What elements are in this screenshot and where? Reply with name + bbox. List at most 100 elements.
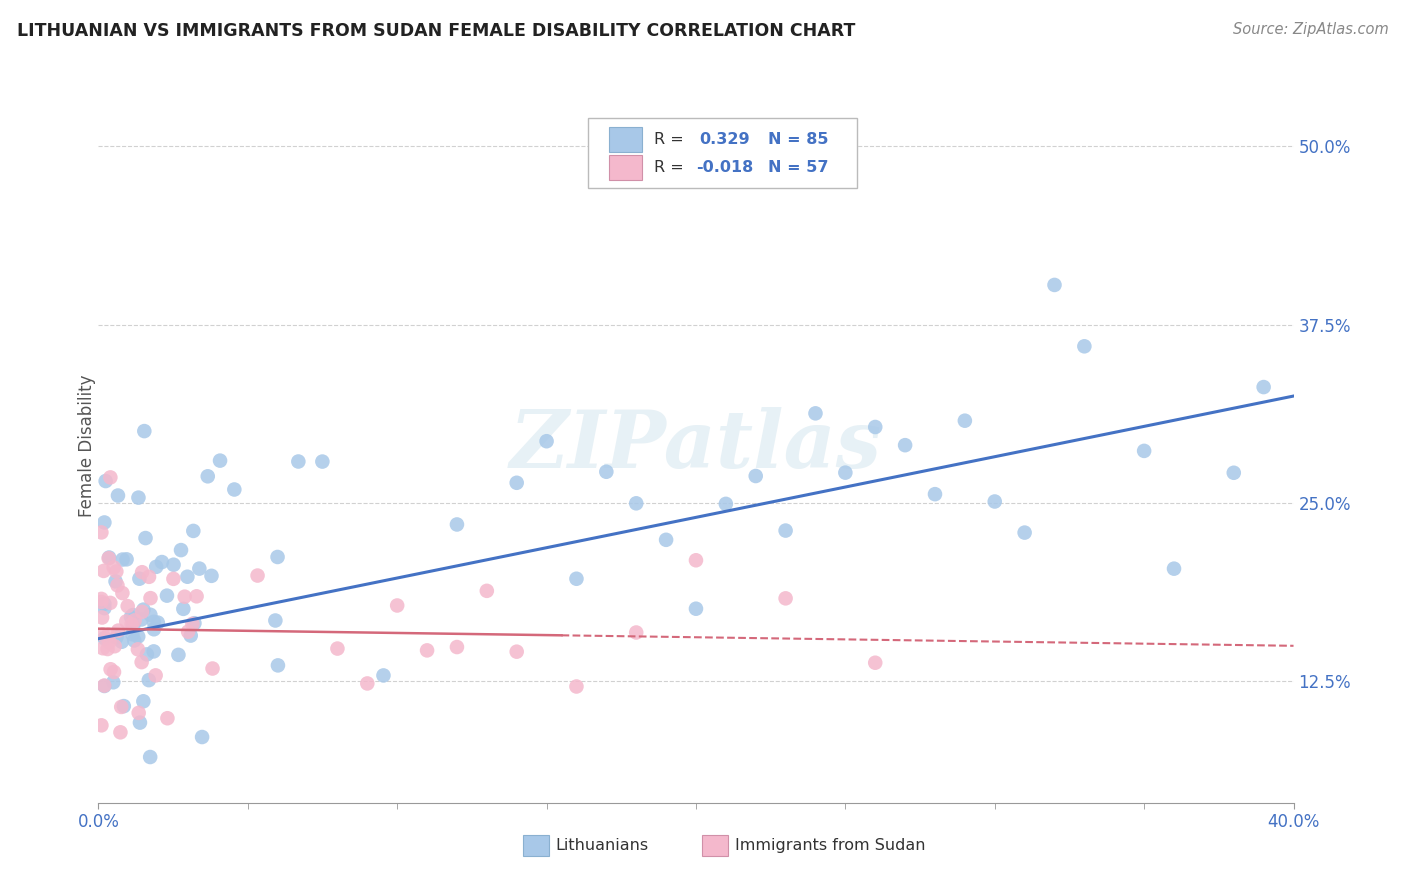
Point (132, 602, 155, 616)
Point (1133, 443, 1156, 458)
Point (209, 453, 232, 467)
Point (93, 601, 115, 615)
Point (536, 434, 558, 449)
Point (655, 533, 678, 547)
Point (173, 590, 195, 604)
Point (685, 601, 707, 615)
Point (595, 465, 617, 479)
Point (142, 615, 165, 629)
Point (506, 645, 529, 659)
Point (188, 561, 211, 575)
Point (122, 608, 145, 623)
Point (865, 656, 887, 670)
Point (105, 631, 128, 645)
Point (94, 474, 117, 488)
Point (91, 610, 114, 624)
Point (127, 630, 149, 644)
Point (93, 516, 115, 530)
Point (146, 615, 169, 630)
Point (122, 633, 145, 648)
Point (1163, 562, 1185, 576)
Point (894, 438, 917, 452)
Point (181, 524, 204, 538)
Point (142, 622, 165, 636)
Text: LITHUANIAN VS IMMIGRANTS FROM SUDAN FEMALE DISABILITY CORRELATION CHART: LITHUANIAN VS IMMIGRANTS FROM SUDAN FEMA… (17, 22, 855, 40)
Text: N = 85: N = 85 (768, 132, 828, 146)
Point (90, 591, 112, 606)
Point (142, 644, 165, 658)
Point (91, 641, 114, 656)
Point (714, 497, 737, 511)
Point (162, 572, 184, 586)
Point (1253, 380, 1275, 394)
Point (745, 469, 768, 483)
Point (373, 668, 395, 682)
Point (775, 591, 797, 606)
Point (107, 489, 129, 503)
Point (105, 565, 128, 579)
Bar (609, 155, 643, 180)
Point (197, 469, 219, 483)
Point (135, 648, 157, 662)
Point (131, 612, 153, 626)
Point (93, 564, 115, 578)
Point (97, 628, 120, 642)
Point (834, 466, 856, 480)
Point (128, 706, 150, 720)
Point (90, 595, 112, 609)
Point (93, 632, 115, 646)
Point (121, 627, 143, 641)
Point (804, 406, 827, 420)
Point (1014, 525, 1036, 540)
Point (775, 524, 797, 538)
Point (97, 551, 120, 566)
Point (115, 552, 138, 566)
Point (111, 552, 134, 566)
Text: ZIPatlas: ZIPatlas (510, 408, 882, 484)
Point (121, 617, 143, 632)
Point (98, 596, 121, 610)
Point (170, 543, 193, 558)
Point (98, 470, 122, 484)
Point (183, 616, 205, 631)
Point (139, 607, 162, 622)
Point (626, 625, 648, 640)
Point (132, 694, 155, 708)
Point (117, 599, 139, 614)
Point (93, 679, 115, 693)
Point (107, 578, 129, 592)
Point (475, 583, 498, 598)
Point (924, 487, 946, 501)
Point (93, 679, 115, 693)
Point (953, 414, 976, 428)
Text: N = 57: N = 57 (768, 161, 828, 175)
Bar (609, 127, 643, 152)
Point (100, 662, 122, 676)
Point (128, 572, 150, 586)
Point (191, 730, 214, 744)
Point (90, 525, 112, 540)
Point (446, 517, 468, 532)
Text: Immigrants from Sudan: Immigrants from Sudan (735, 838, 927, 853)
Point (224, 483, 246, 497)
FancyBboxPatch shape (589, 118, 858, 187)
Point (112, 699, 135, 714)
Point (131, 655, 153, 669)
Point (180, 629, 202, 643)
Text: -0.018: -0.018 (696, 161, 754, 175)
Point (115, 615, 138, 629)
Point (134, 424, 156, 438)
Text: Lithuanians: Lithuanians (555, 838, 648, 853)
Point (107, 624, 129, 638)
Bar (702, 835, 728, 856)
Point (311, 454, 333, 468)
Point (326, 641, 349, 656)
Point (138, 673, 160, 687)
Point (120, 610, 142, 624)
Point (145, 668, 167, 682)
Point (145, 559, 167, 574)
Point (93, 597, 115, 611)
Point (139, 591, 162, 606)
Bar (523, 835, 548, 856)
Point (124, 614, 146, 628)
